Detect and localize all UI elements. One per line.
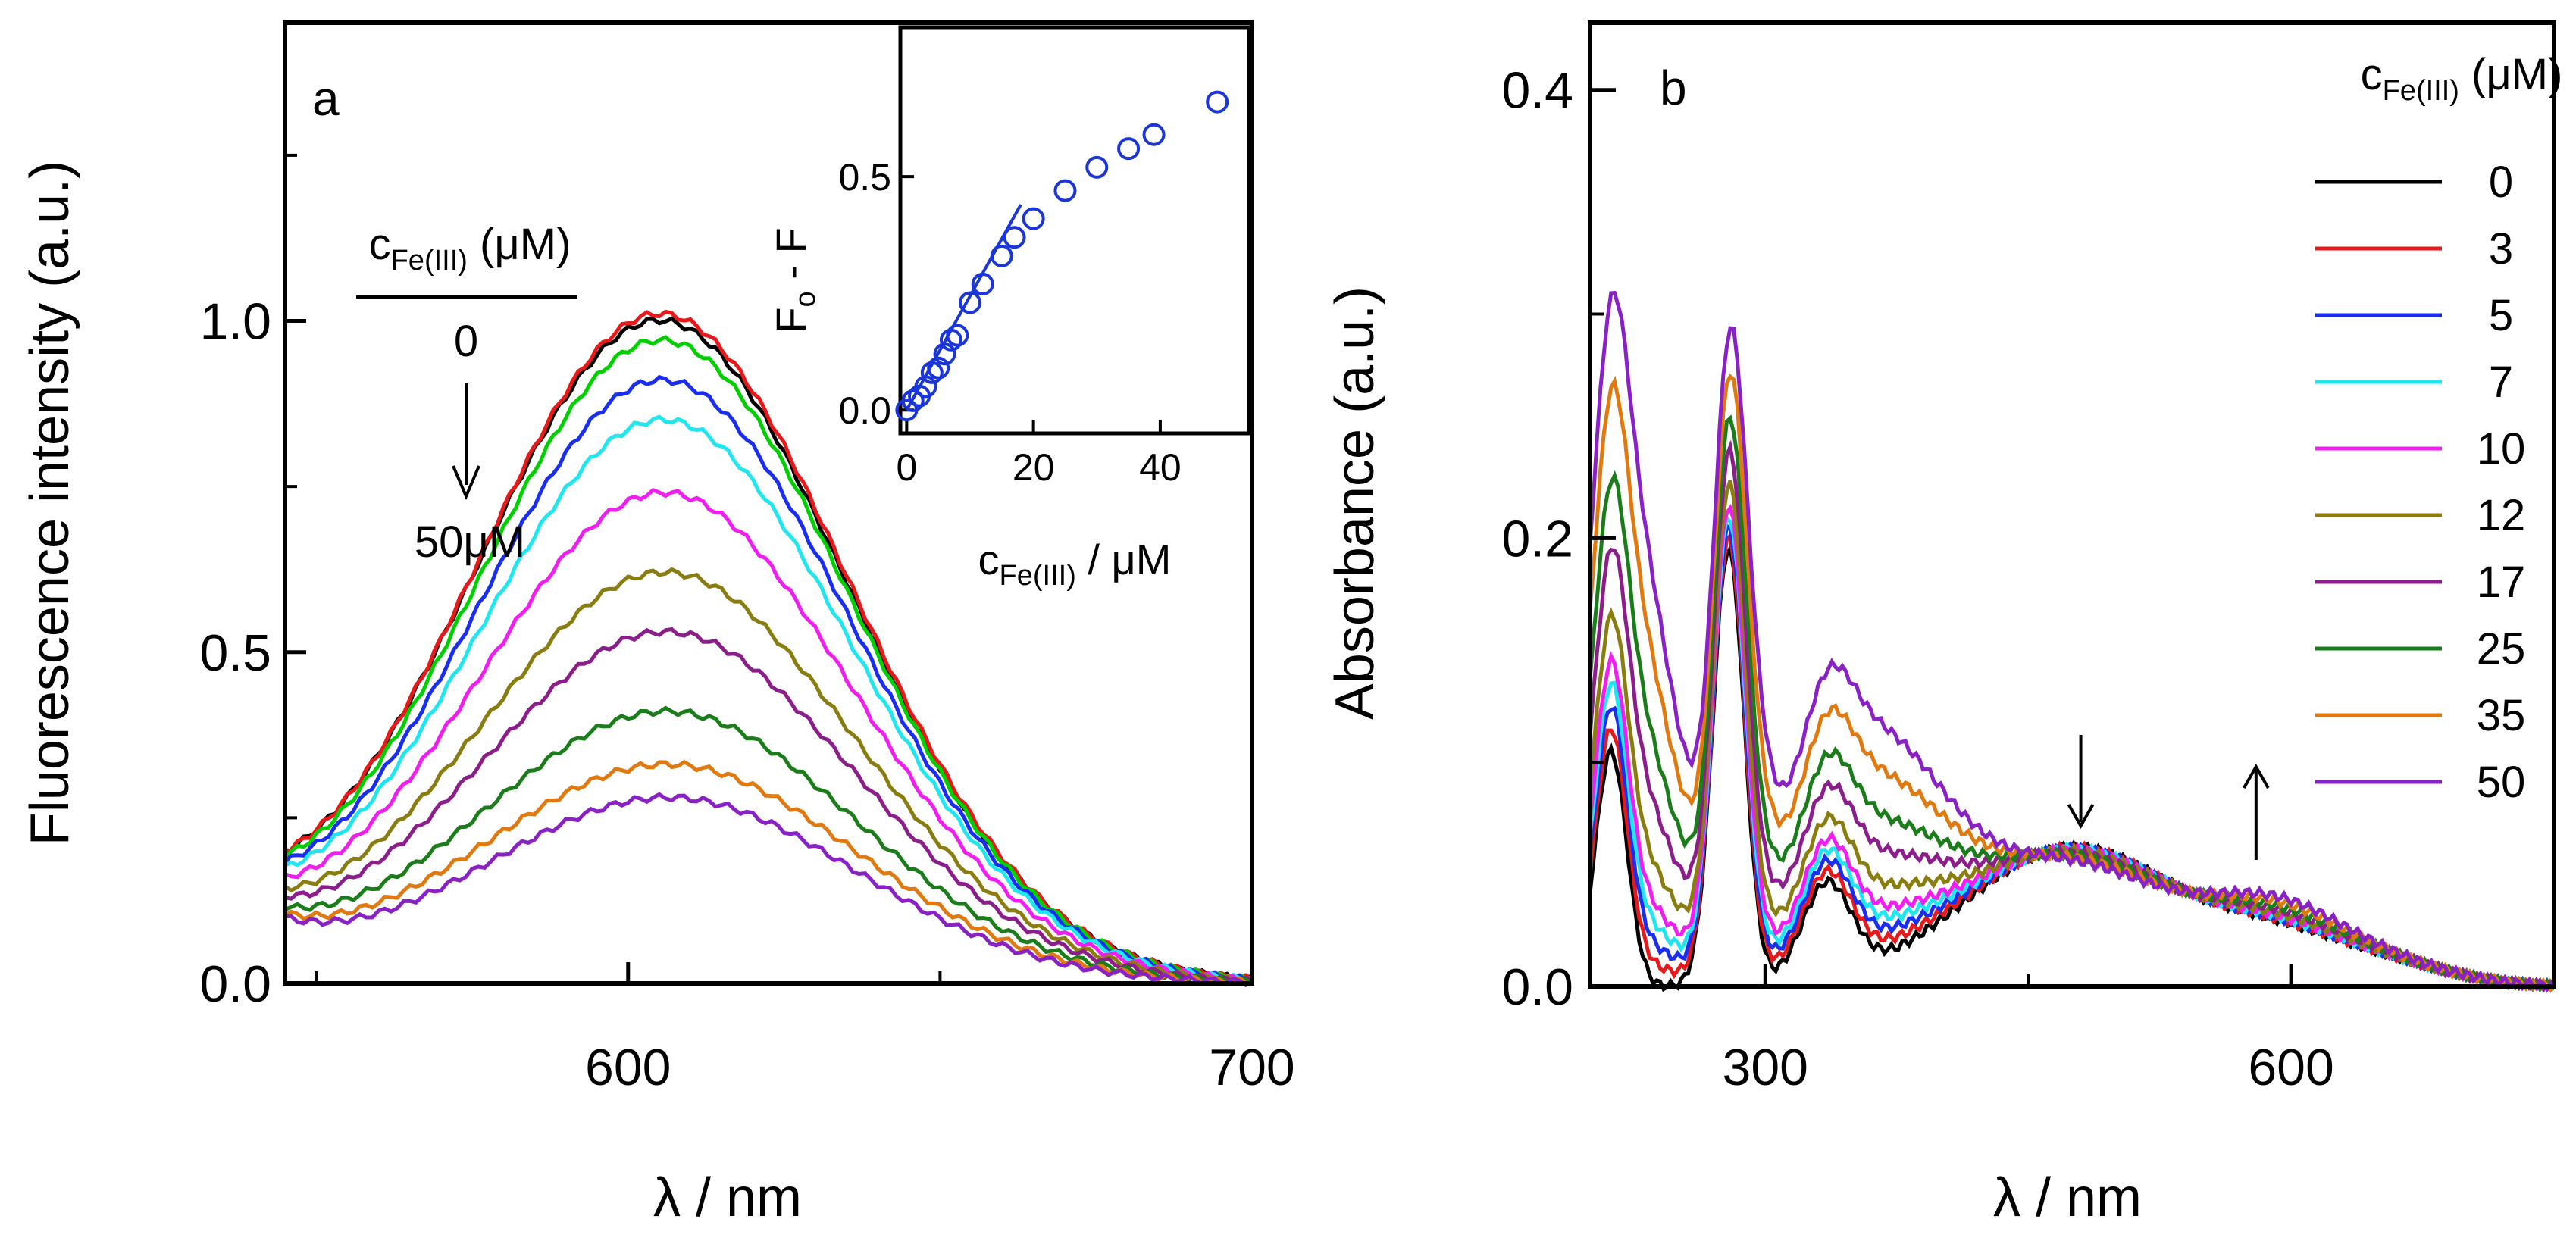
inset-y-sub: o (790, 291, 822, 307)
inset-y-tick-label: 0.5 (838, 156, 891, 198)
panel-a-y-axis-title: Fluorescence intensity (a.u.) (20, 161, 80, 846)
curve-b-50uM (1588, 290, 2556, 993)
panel-b-y-tick-label: 0.2 (1501, 510, 1573, 567)
inset-x-rest: / μM (1076, 536, 1172, 583)
inset-data-point (1206, 90, 1229, 114)
curve-b-0uM (1588, 542, 2556, 992)
panel-b-ticks: 0.0 0.2 0.4 300 600 (1501, 62, 2333, 1096)
panel-b-x-tick-label: 300 (1723, 1039, 1808, 1096)
panel-a-y-tick-label: 1.0 (199, 293, 271, 351)
arrow-down-head (2067, 804, 2095, 830)
annotation-header-c: c (369, 220, 391, 269)
legend-title-c: c (2361, 50, 2383, 99)
inset-frame (898, 25, 1251, 436)
curve-a-35uM (284, 705, 1254, 986)
legend-label-12: 12 (2477, 491, 2526, 540)
legend-label-3: 3 (2489, 224, 2513, 274)
curve-a-10uM (283, 414, 1254, 985)
panel-a-x-tick-label: 700 (1209, 1039, 1294, 1096)
inset-data-point (1053, 179, 1077, 202)
inset-data-point (1117, 137, 1141, 161)
legend-label-25: 25 (2477, 624, 2526, 674)
panel-b-y-axis-title: Absorbance (a.u.) (1325, 286, 1385, 720)
inset-x-tick-label: 20 (1013, 446, 1055, 489)
curve-a-50uM (284, 792, 1254, 988)
inset-data-point (1022, 207, 1045, 230)
legend-label-0: 0 (2489, 158, 2513, 207)
panel-b-absorbance: 0.0 0.2 0.4 300 600 b Absorbance (a.u.) λ / … (1325, 20, 2562, 1228)
curve-b-25uM (1588, 414, 2555, 993)
panel-a-fluorescence: 0.0 0.5 1.0 600 700 a Fluorescence intensity… (20, 20, 1295, 1228)
annotation-to: 50μM (415, 517, 525, 567)
legend-label-35: 35 (2477, 691, 2526, 740)
inset-data-point (1085, 155, 1109, 179)
inset-x-c: c (978, 536, 1000, 583)
panel-a-x-axis-title: λ / nm (653, 1168, 802, 1228)
legend-label-7: 7 (2489, 358, 2513, 407)
annotation-header-unit: (μM) (468, 220, 571, 269)
arrow-up-head (2243, 763, 2270, 789)
legend-label-10: 10 (2477, 424, 2526, 474)
panel-a-frame (283, 20, 1254, 986)
annotation-arrow-head (452, 465, 480, 501)
inset-x-tick-label: 0 (896, 446, 917, 489)
annotation-from: 0 (454, 317, 478, 366)
annotation-header-sub: Fe(III) (391, 245, 468, 277)
inset-data-point (1142, 123, 1166, 146)
curve-a-25uM (284, 627, 1254, 986)
inset-y-rest: - F (767, 227, 815, 291)
panel-b-y-tick-label: 0.0 (1501, 958, 1573, 1016)
legend-title-unit: (μM) (2459, 50, 2562, 99)
panel-a-x-tick-label: 600 (585, 1039, 671, 1096)
inset-x-title: cFe(III) / μM (978, 536, 1172, 592)
panel-a-concentration-annotation: cFe(III) (μM) 0 50μM (356, 220, 577, 567)
panel-b-x-axis-title: λ / nm (1993, 1168, 2142, 1228)
curve-a-17uM (283, 567, 1253, 986)
panel-a-curves (283, 309, 1254, 988)
annotation-header: cFe(III) (μM) (369, 220, 571, 277)
curve-a-3uM (283, 309, 1254, 983)
legend-title-sub: Fe(III) (2383, 75, 2459, 107)
panel-a-inset: 0.0 0.5 0 20 40 Fo - F cFe(III) / μM (767, 25, 1251, 592)
inset-y-tick-label: 0.0 (838, 389, 891, 432)
legend-title: cFe(III) (μM) (2361, 50, 2563, 107)
inset-x-sub: Fe(III) (1000, 560, 1076, 592)
panel-b-label: b (1660, 61, 1687, 115)
panel-a-y-tick-label: 0.0 (199, 955, 271, 1013)
panel-b-x-tick-label: 600 (2248, 1039, 2333, 1096)
panel-a-ticks: 0.0 0.5 1.0 600 700 (199, 153, 1295, 1096)
inset-data-point (1003, 226, 1026, 249)
inset-data-points (895, 90, 1229, 422)
panel-b-frame (1588, 20, 2556, 989)
curve-a-12uM (284, 488, 1254, 984)
panel-a-label: a (312, 71, 340, 126)
legend-label-17: 17 (2477, 558, 2526, 607)
panel-b-arrows (2067, 735, 2270, 860)
inset-data-point (901, 389, 925, 412)
inset-x-tick-label: 40 (1139, 446, 1182, 489)
inset-fit-line (905, 204, 1022, 411)
inset-y-title: Fo - F (767, 227, 822, 333)
inset-ticks: 0.0 0.5 0 20 40 (838, 156, 1181, 489)
inset-y-F: F (767, 307, 815, 333)
legend-label-50: 50 (2477, 758, 2526, 807)
legend-label-5: 5 (2489, 291, 2513, 340)
panel-a-y-tick-label: 0.5 (199, 624, 271, 682)
panel-b-curves (1588, 290, 2556, 994)
panel-b-y-tick-label: 0.4 (1501, 62, 1573, 120)
